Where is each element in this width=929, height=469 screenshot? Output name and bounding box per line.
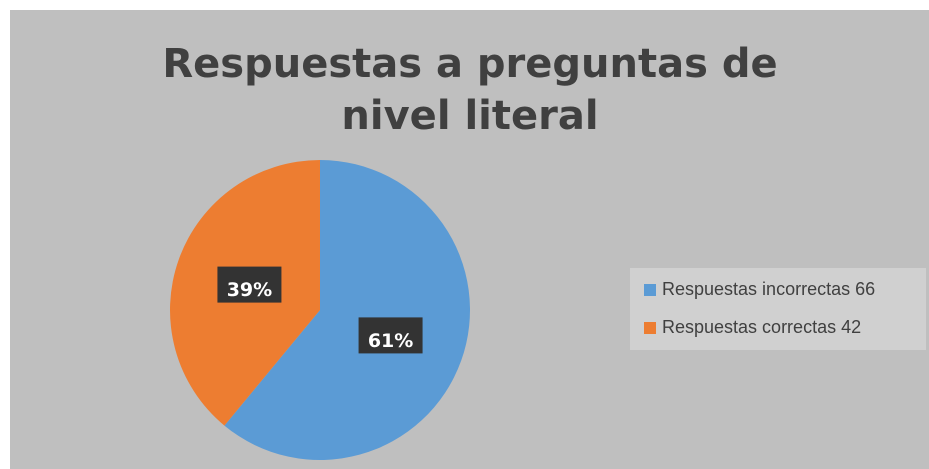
legend-swatch [644, 284, 656, 296]
legend-label: Respuestas correctas 42 [662, 317, 861, 337]
legend-label: Respuestas incorrectas 66 [662, 279, 875, 299]
legend-box [630, 268, 926, 350]
pie-slice [224, 160, 471, 461]
value-label: 39% [227, 279, 272, 301]
label-box [358, 317, 423, 354]
value-label: 61% [368, 330, 413, 352]
chart-background [10, 10, 929, 469]
label-box [217, 266, 282, 303]
chart-title: Respuestas a preguntas de nivel literal [162, 41, 778, 139]
legend-swatch [644, 322, 656, 334]
